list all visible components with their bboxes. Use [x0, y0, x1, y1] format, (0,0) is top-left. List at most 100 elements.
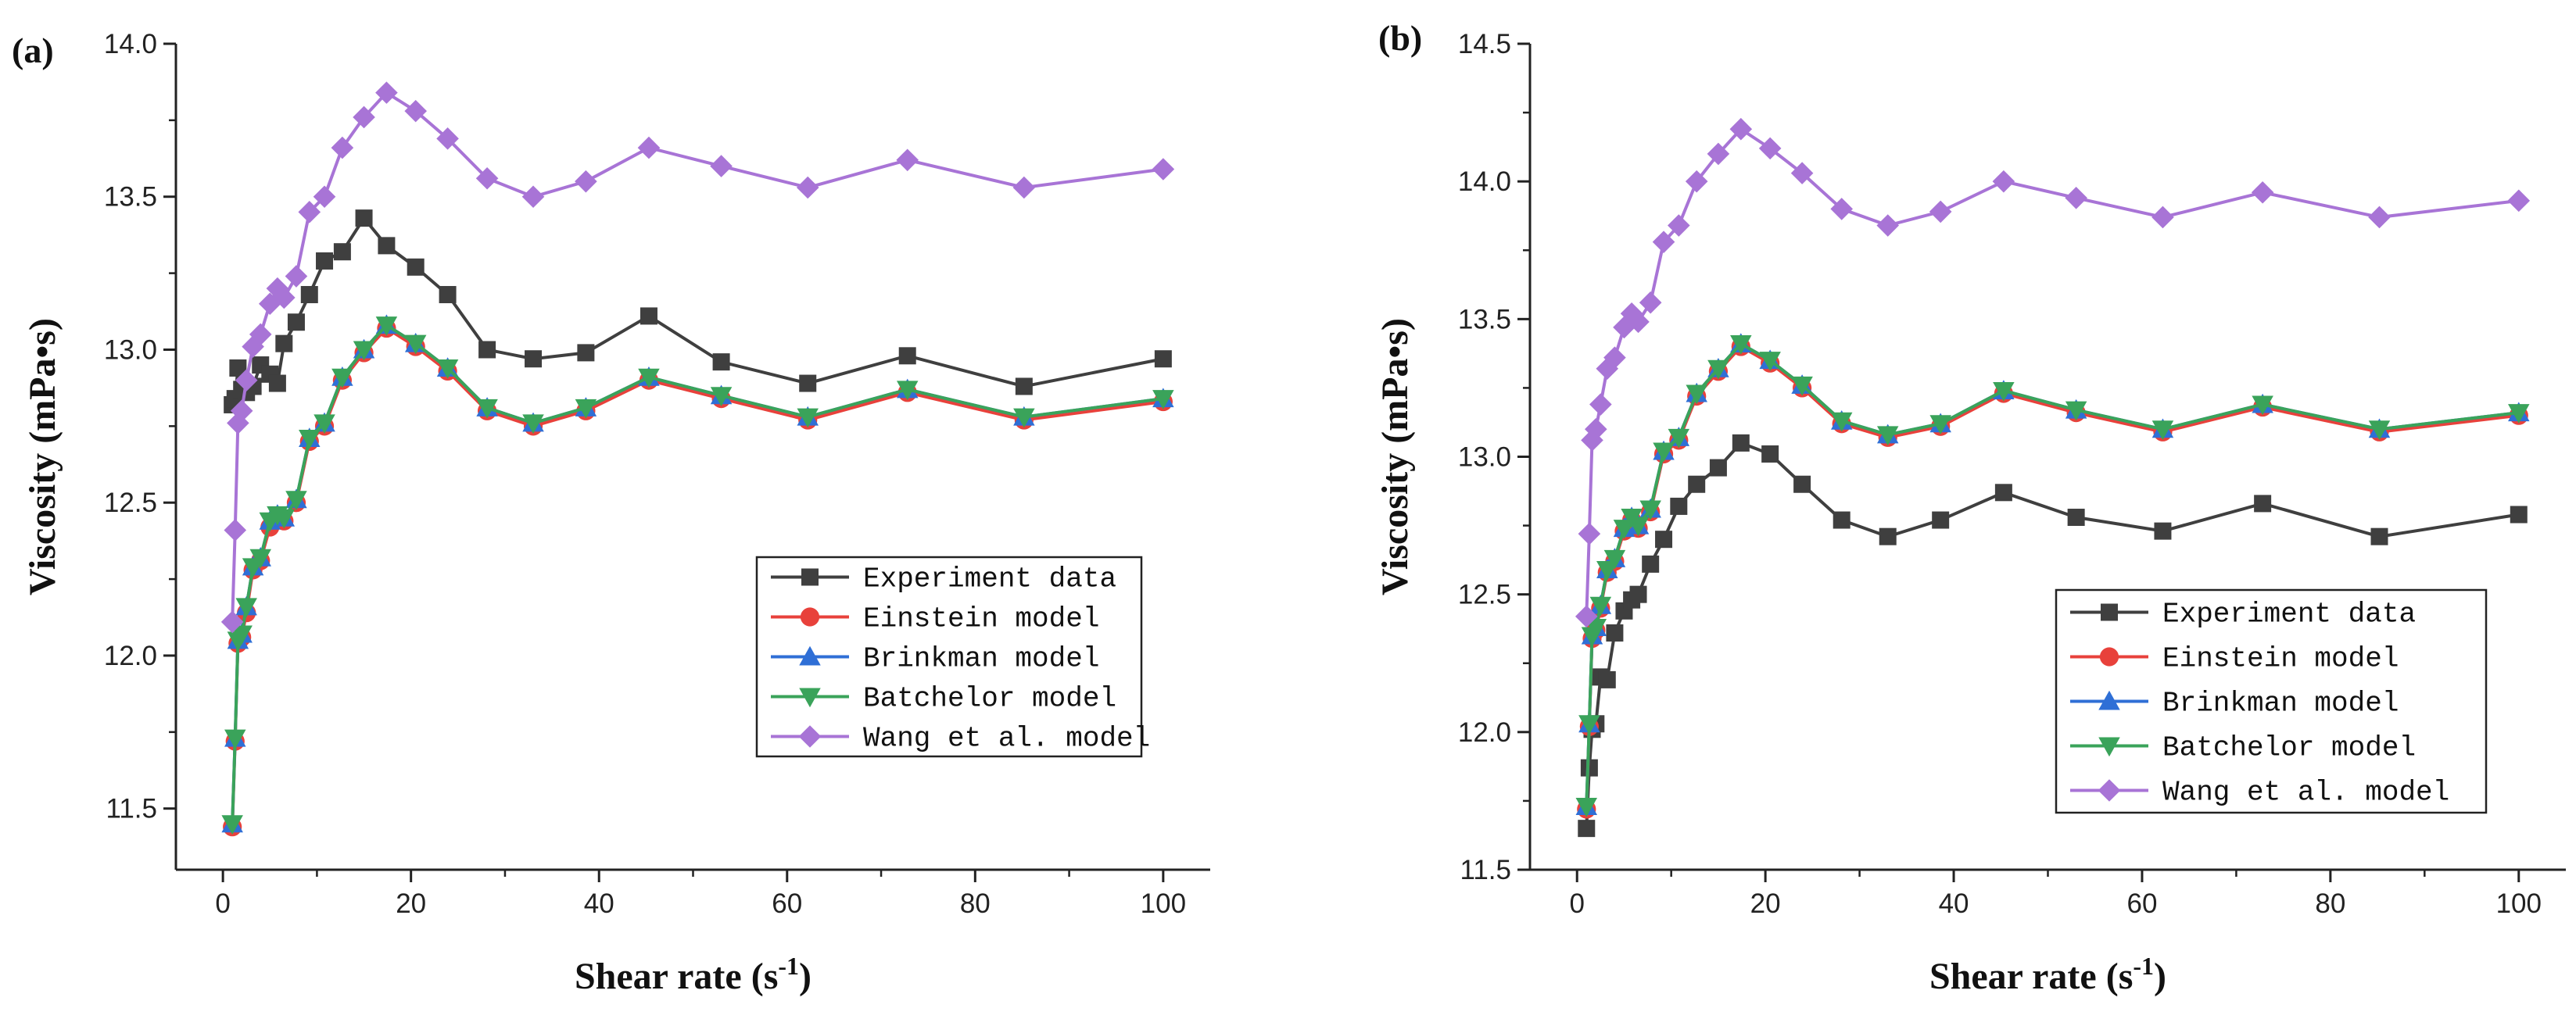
- y-tick-label: 11.5: [106, 794, 157, 824]
- chart-panel-a: 0 20 40 60 80 100 11.5 12.0 12.5 13.0 13.5 14.0 Shea…: [12, 29, 1210, 997]
- data-point: [285, 265, 308, 288]
- data-point: [475, 166, 499, 190]
- data-point: [638, 368, 660, 388]
- data-point: [1639, 291, 1662, 314]
- y-tick-label: 14.0: [104, 29, 157, 59]
- data-point: [1793, 475, 1811, 493]
- data-point: [2151, 420, 2174, 441]
- data-point: [1642, 555, 1660, 573]
- x-tick-label: 0: [215, 888, 230, 919]
- data-point: [1627, 310, 1650, 334]
- data-point: [230, 399, 253, 423]
- data-point: [1575, 605, 1598, 628]
- data-point: [439, 286, 457, 304]
- data-point: [2065, 401, 2087, 421]
- data-point: [2368, 420, 2391, 441]
- data-point: [231, 625, 253, 645]
- legend-marker: [800, 607, 820, 627]
- data-point: [1670, 497, 1688, 515]
- data-point: [1879, 527, 1897, 545]
- data-point: [224, 519, 247, 542]
- data-point: [1833, 511, 1850, 529]
- x-axis-title-close: ): [2154, 956, 2166, 997]
- data-point: [1620, 302, 1643, 325]
- data-point: [1653, 442, 1675, 463]
- data-point: [287, 313, 305, 331]
- data-point: [2154, 522, 2172, 540]
- data-point: [378, 237, 396, 255]
- y-tick-label: 12.0: [1458, 717, 1511, 748]
- data-point: [1791, 376, 1813, 396]
- data-point: [1830, 412, 1853, 432]
- legend-label: Brinkman model: [2162, 688, 2399, 720]
- series-batchelor-model: [221, 316, 1174, 835]
- data-point: [575, 170, 597, 193]
- series-batchelor-model: [1575, 335, 2530, 817]
- data-point: [331, 368, 353, 388]
- y-tick-label: 14.5: [1458, 29, 1511, 59]
- y-tick-label: 14.0: [1458, 166, 1511, 197]
- data-point: [1876, 214, 1900, 237]
- data-point: [353, 105, 375, 129]
- data-point: [710, 387, 733, 406]
- legend-box: [755, 556, 1143, 758]
- data-point: [1578, 522, 1601, 545]
- data-point: [1688, 475, 1706, 493]
- data-point: [712, 353, 730, 371]
- data-point: [1686, 384, 1707, 405]
- data-point: [637, 136, 661, 159]
- data-point: [1589, 393, 1612, 416]
- x-axis-title-close: ): [799, 956, 811, 997]
- data-point: [266, 277, 289, 300]
- data-point: [229, 359, 247, 377]
- data-point: [796, 176, 819, 199]
- data-point: [640, 307, 657, 325]
- data-point: [353, 341, 375, 361]
- data-point: [2151, 206, 2174, 229]
- data-point: [1994, 484, 2012, 502]
- x-tick-label: 60: [772, 888, 802, 919]
- data-point: [333, 243, 351, 261]
- y-tick-label: 13.0: [104, 334, 157, 365]
- data-point: [1709, 459, 1727, 477]
- data-point: [235, 598, 257, 618]
- data-point: [2254, 495, 2272, 513]
- y-tick-label: 12.5: [104, 488, 157, 518]
- data-point: [1613, 520, 1636, 539]
- data-point: [1603, 549, 1626, 570]
- data-point: [1154, 350, 1172, 368]
- legend-marker: [2098, 779, 2121, 802]
- data-point: [1639, 500, 1661, 520]
- series-line: [231, 215, 1164, 406]
- data-point: [1929, 200, 1952, 223]
- data-point: [1603, 346, 1626, 369]
- data-point: [1932, 511, 1950, 529]
- data-point: [2507, 189, 2531, 213]
- data-point: [1585, 417, 1607, 441]
- data-point: [375, 316, 398, 336]
- series-wang-et-al-model: [1575, 117, 2531, 628]
- legend: Experiment data Einstein model Brinkman mo…: [755, 556, 1150, 758]
- data-point: [898, 347, 916, 365]
- legend-label: Einstein model: [863, 603, 1099, 635]
- x-tick-label: 80: [2315, 888, 2345, 919]
- data-point: [298, 201, 321, 223]
- data-point: [1596, 560, 1618, 581]
- data-point: [1598, 670, 1616, 688]
- data-point: [1730, 335, 1752, 355]
- data-point: [478, 341, 496, 359]
- data-point: [273, 509, 296, 529]
- x-axis-title-superscript: -1: [778, 952, 799, 980]
- data-point: [1578, 820, 1596, 838]
- legend-label: Batchelor model: [863, 683, 1116, 715]
- y-tick-label: 12.0: [104, 641, 157, 671]
- data-point: [1732, 434, 1750, 452]
- data-point: [1993, 381, 2015, 402]
- data-point: [436, 359, 459, 379]
- data-point: [1761, 445, 1779, 463]
- y-tick-label: 12.5: [1458, 580, 1511, 610]
- data-point: [1929, 415, 1951, 434]
- data-point: [1790, 162, 1814, 184]
- data-point: [1729, 117, 1753, 141]
- x-axis-title: Shear rate (s-1): [1929, 952, 2166, 997]
